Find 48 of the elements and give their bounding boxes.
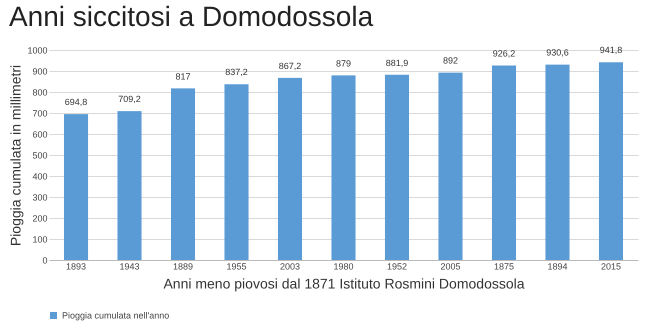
bar	[545, 64, 570, 260]
data-label: 694,8	[64, 97, 88, 108]
x-tick-label: 1875	[494, 262, 514, 272]
bar	[64, 114, 88, 260]
bar	[598, 62, 624, 260]
y-tick-label: 0	[42, 256, 48, 266]
x-tick-label: 2015	[600, 262, 621, 272]
x-tick-label: 1894	[547, 262, 568, 272]
x-tick-label: 1943	[119, 262, 140, 272]
data-label: 941,8	[600, 45, 622, 56]
y-tick-label: 100	[32, 234, 48, 244]
x-tick-label: 1980	[333, 262, 354, 272]
x-tick-label: 1893	[66, 262, 86, 272]
bar	[331, 75, 356, 260]
y-tick-label: 200	[32, 214, 48, 224]
data-label: 881,9	[386, 58, 408, 68]
x-tick-label: 1955	[226, 262, 247, 272]
y-tick-label: 500	[32, 150, 48, 160]
bar	[384, 74, 410, 260]
y-axis-title: Pioggia cumulata in millimetri	[7, 64, 24, 246]
bar	[278, 78, 302, 260]
x-tick-label: 2005	[440, 262, 461, 272]
y-tick-label: 700	[32, 108, 48, 118]
bar	[224, 84, 249, 260]
data-label: 709,2	[118, 94, 141, 104]
bar	[438, 72, 463, 260]
y-tick-label: 1000	[27, 46, 48, 56]
data-label: 892	[442, 56, 458, 66]
data-label: 837,2	[225, 67, 248, 78]
y-tick-label: 600	[32, 130, 48, 140]
x-tick-label: 2003	[280, 262, 300, 272]
bar	[117, 111, 142, 260]
x-axis-title: Anni meno piovosi dal 1871 Istituto Rosmini Domodossola	[163, 276, 525, 292]
chart-title: Anni siccitosi a Domodossola	[8, 1, 374, 32]
data-label: 817	[175, 71, 191, 82]
data-label: 867,2	[278, 60, 302, 71]
data-label: 930,6	[546, 48, 569, 58]
y-tick-label: 800	[32, 88, 48, 98]
data-label: 926,2	[492, 48, 516, 58]
bar	[170, 88, 196, 260]
x-tick-label: 1952	[386, 262, 408, 272]
legend-label: Pioggia cumulata nell'anno	[62, 310, 170, 320]
y-tick-label: 300	[32, 192, 48, 202]
bar	[492, 66, 516, 260]
x-tick-label: 1889	[172, 262, 194, 272]
y-tick-label: 900	[32, 66, 48, 76]
y-tick-label: 400	[32, 172, 48, 182]
data-label: 879	[336, 58, 352, 68]
